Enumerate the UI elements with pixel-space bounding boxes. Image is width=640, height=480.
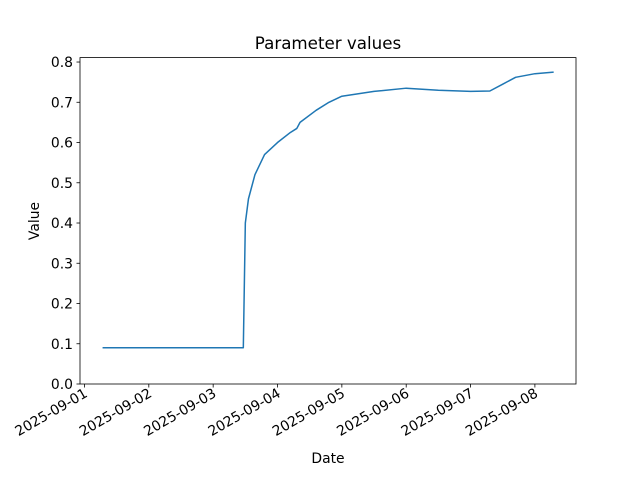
y-tick-label: 0.7 [51, 95, 73, 111]
y-tick-label: 0.5 [51, 176, 73, 192]
y-tick-label: 0.6 [51, 136, 73, 152]
y-tick-label: 0.1 [51, 337, 73, 353]
y-tick-label: 0.8 [51, 55, 73, 71]
y-tick-label: 0.2 [51, 297, 73, 313]
y-tick-label: 0.0 [51, 377, 73, 393]
data-line [102, 71, 554, 349]
chart-title: Parameter values [255, 33, 401, 53]
x-axis-label: Date [311, 451, 344, 467]
axes-frame [79, 57, 577, 385]
y-tick-label: 0.4 [51, 216, 73, 232]
y-axis-label: Value [27, 202, 43, 240]
y-tick-label: 0.3 [51, 256, 73, 272]
